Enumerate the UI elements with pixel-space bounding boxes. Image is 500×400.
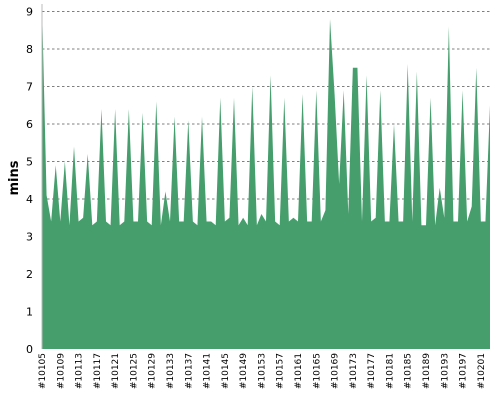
y-tick-label: 5: [26, 156, 33, 169]
x-tick-label: #10153: [257, 353, 267, 389]
x-tick-label: #10117: [93, 353, 103, 389]
x-tick-label: #10197: [459, 353, 469, 389]
x-tick-label: #10125: [129, 353, 139, 389]
x-tick-label: #10109: [56, 353, 66, 389]
x-tick-label: #10193: [440, 353, 450, 389]
x-tick-label: #10161: [294, 353, 304, 389]
x-tick-label: #10129: [148, 353, 158, 389]
x-tick-label: #10169: [331, 353, 341, 389]
x-tick-label: #10189: [422, 353, 432, 389]
x-tick-label: #10149: [239, 353, 249, 389]
y-tick-label: 1: [26, 306, 33, 319]
y-tick-label: 4: [26, 193, 33, 206]
y-tick-label: 0: [26, 343, 33, 356]
x-tick-label: #10133: [166, 353, 176, 389]
y-tick-label: 8: [26, 43, 33, 56]
x-tick-label: #10177: [367, 353, 377, 389]
x-tick-label: #10157: [276, 353, 286, 389]
x-tick-label: #10165: [312, 353, 322, 389]
x-tick-label: #10137: [184, 353, 194, 389]
x-tick-label: #10121: [111, 353, 121, 389]
x-tick-label: #10105: [38, 353, 48, 389]
y-tick-label: 9: [26, 6, 33, 19]
plot-area: [42, 4, 490, 349]
y-tick-label: 3: [26, 231, 33, 244]
y-tick-label: 6: [26, 118, 33, 131]
x-tick-label: #10181: [385, 353, 395, 389]
x-tick-label: #10201: [477, 353, 487, 389]
x-tick-label: #10173: [349, 353, 359, 389]
x-axis: #10105 #10109 #10113 #10117 #10121 #10125 #101…: [38, 353, 487, 389]
x-tick-label: #10113: [75, 353, 85, 389]
y-tick-label: 7: [26, 81, 33, 94]
x-tick-label: #10141: [203, 353, 213, 389]
x-tick-label: #10145: [221, 353, 231, 389]
area-series: [42, 4, 490, 349]
y-axis-label: mins: [7, 160, 22, 195]
x-tick-label: #10185: [404, 353, 414, 389]
y-tick-label: 2: [26, 268, 33, 281]
y-axis: 0 1 2 3 4 5 6 7 8 9: [26, 4, 43, 356]
